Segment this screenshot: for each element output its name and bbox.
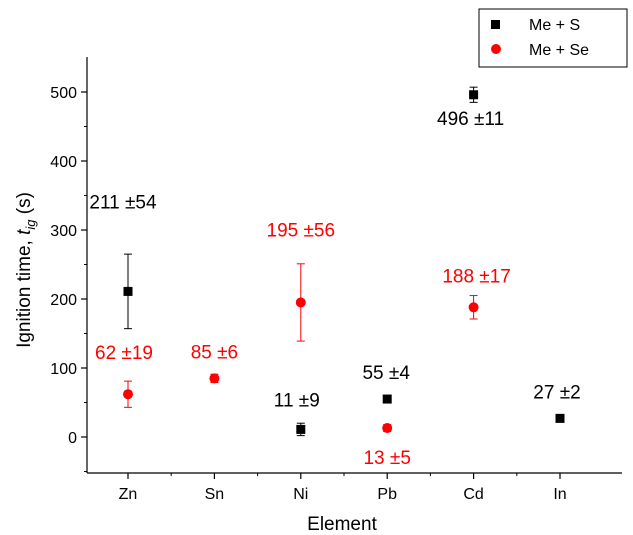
y-axis-title: Ignition time, tig (s) (14, 192, 38, 348)
data-point-circle (295, 297, 306, 308)
data-label: 188 ±17 (442, 266, 511, 287)
data-point-square (123, 286, 133, 296)
data-point-circle (382, 423, 393, 434)
data-label: 496 ±11 (437, 109, 504, 130)
legend-marker-me-s (491, 20, 500, 29)
x-tick-label: Ni (293, 486, 308, 503)
y-axis-title-subscript: ig (23, 219, 38, 230)
legend-marker-me-se (491, 44, 501, 54)
legend: Me + S Me + Se (478, 8, 628, 68)
y-tick-label: 500 (50, 85, 77, 102)
data-labels: 211 ±54 11 ±9 55 ±4 496 ±11 27 ±2 62 ±19 85 ±6… (89, 109, 580, 469)
y-tick-label: 100 (50, 361, 77, 378)
data-label: 27 ±2 (533, 382, 580, 403)
x-tick-label: Zn (119, 486, 138, 503)
data-points (123, 86, 565, 437)
y-axis-title-main: Ignition time, (14, 235, 35, 348)
data-label: 211 ±54 (89, 192, 157, 213)
axes (86, 57, 622, 474)
data-point-square (555, 413, 565, 423)
data-point-square (469, 90, 479, 100)
data-label: 195 ±56 (267, 220, 336, 241)
data-point-square (382, 394, 392, 404)
data-point-square (296, 424, 306, 434)
y-tick-label: 0 (68, 430, 77, 447)
y-tick-label: 300 (50, 223, 77, 240)
x-tick-label: In (553, 486, 566, 503)
data-point-circle (468, 302, 479, 313)
x-axis-title: Element (307, 514, 377, 535)
y-axis-title-symbol: t (14, 229, 35, 235)
data-point-circle (123, 389, 133, 400)
y-tick-label: 200 (50, 292, 77, 309)
y-tick-label: 400 (50, 154, 77, 171)
ticks: 0 100 200 300 400 500 Zn Sn Ni Pb Cd In (50, 85, 566, 503)
y-axis-title-unit: (s) (14, 192, 35, 219)
x-tick-label: Pb (377, 486, 397, 503)
legend-label-me-se: Me + Se (529, 42, 589, 59)
legend-label-me-s: Me + S (529, 17, 580, 34)
data-label: 62 ±19 (95, 343, 153, 364)
x-tick-label: Sn (205, 486, 225, 503)
x-tick-label: Cd (463, 486, 483, 503)
data-label: 55 ±4 (362, 363, 410, 384)
data-label: 11 ±9 (274, 390, 320, 411)
data-label: 85 ±6 (191, 342, 238, 363)
data-point-circle (209, 373, 220, 384)
data-label: 13 ±5 (363, 448, 410, 469)
legend-box (478, 8, 628, 68)
